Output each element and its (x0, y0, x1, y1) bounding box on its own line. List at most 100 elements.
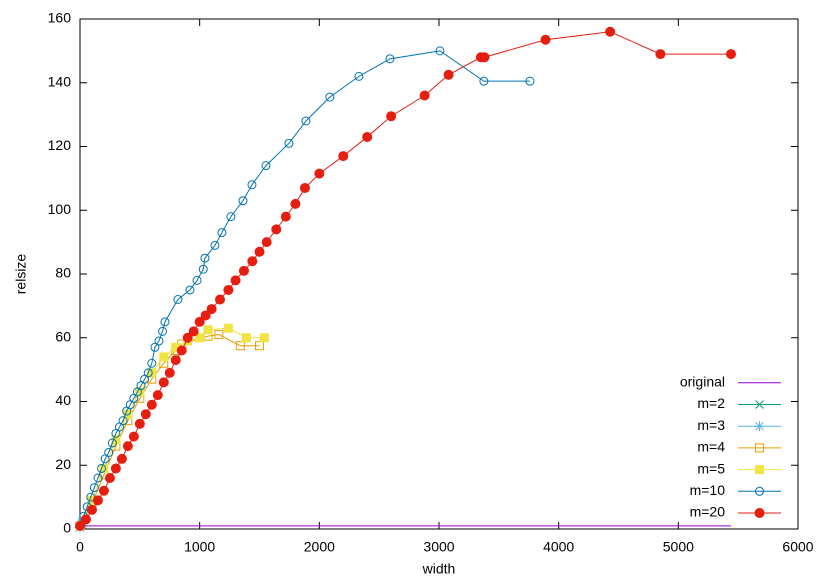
x-tick-label: 4000 (543, 539, 574, 555)
marker (247, 180, 257, 190)
marker (235, 341, 245, 351)
marker (223, 284, 234, 295)
marker (338, 151, 349, 162)
series (75, 26, 736, 531)
marker (290, 198, 301, 209)
marker (540, 34, 551, 45)
marker (385, 54, 395, 64)
marker (754, 421, 765, 432)
y-tick-label: 120 (48, 137, 72, 153)
x-tick-label: 0 (76, 539, 84, 555)
marker (755, 443, 764, 453)
marker (146, 399, 157, 410)
y-tick-label: 60 (55, 328, 71, 344)
marker (479, 52, 490, 63)
marker (755, 400, 764, 409)
marker (158, 377, 169, 388)
marker (110, 463, 121, 474)
marker (80, 514, 91, 525)
marker (154, 336, 164, 346)
marker (128, 431, 139, 442)
marker (170, 355, 181, 366)
marker (200, 253, 210, 263)
x-axis-label: width (422, 561, 456, 577)
marker (160, 317, 170, 327)
marker (241, 333, 251, 343)
marker (655, 49, 666, 60)
y-tick-label: 160 (48, 10, 72, 26)
marker (755, 465, 764, 475)
x-tick-label: 6000 (782, 539, 813, 555)
marker (89, 483, 99, 493)
marker (755, 486, 764, 496)
series (75, 330, 264, 531)
legend-label: m=10 (690, 482, 726, 498)
marker (98, 485, 109, 496)
marker (280, 211, 291, 222)
marker (299, 182, 310, 193)
marker (215, 294, 226, 305)
marker (301, 116, 311, 126)
marker (182, 332, 193, 343)
marker (259, 333, 269, 343)
marker (194, 316, 205, 327)
legend-label: m=2 (697, 395, 725, 411)
marker (386, 111, 397, 122)
marker (104, 473, 115, 483)
marker (230, 275, 241, 286)
marker (354, 71, 364, 81)
marker (104, 448, 114, 457)
marker (176, 345, 187, 356)
marker (143, 368, 153, 378)
y-tick-label: 0 (63, 520, 71, 536)
marker (134, 418, 145, 429)
marker (214, 330, 224, 340)
y-tick-label: 140 (48, 73, 72, 89)
marker (525, 76, 535, 86)
marker (200, 310, 211, 321)
marker (226, 212, 236, 222)
marker (284, 138, 294, 148)
marker (314, 168, 325, 179)
marker (261, 161, 271, 171)
marker (605, 26, 616, 37)
marker (254, 246, 265, 257)
marker (152, 390, 163, 401)
marker (158, 326, 168, 336)
marker (223, 323, 233, 333)
series-line (79, 334, 260, 527)
plot-frame (79, 18, 799, 530)
marker (419, 90, 430, 101)
marker (159, 352, 169, 362)
marker (92, 495, 103, 506)
y-axis-label: relsize (13, 254, 29, 295)
marker (198, 264, 208, 274)
marker (122, 441, 133, 452)
marker (107, 438, 117, 448)
marker (140, 409, 151, 420)
series-line (79, 50, 530, 526)
y-tick-label: 80 (55, 265, 71, 281)
marker (173, 295, 183, 304)
marker (99, 463, 109, 473)
legend-label: original (680, 374, 725, 390)
marker (150, 342, 160, 352)
marker (185, 285, 195, 295)
marker (164, 367, 175, 378)
marker (443, 69, 454, 80)
y-tick-label: 100 (48, 201, 72, 217)
legend-label: m=20 (690, 504, 726, 520)
x-tick-label: 2000 (304, 539, 335, 555)
legend-label: m=5 (697, 460, 725, 476)
marker (754, 508, 765, 518)
marker (210, 240, 220, 250)
marker (192, 275, 202, 285)
y-tick-label: 20 (55, 456, 71, 472)
marker (147, 358, 157, 368)
marker (479, 76, 489, 86)
marker (116, 453, 127, 464)
marker (271, 224, 282, 235)
legend-label: m=3 (697, 417, 725, 433)
marker (118, 416, 128, 426)
